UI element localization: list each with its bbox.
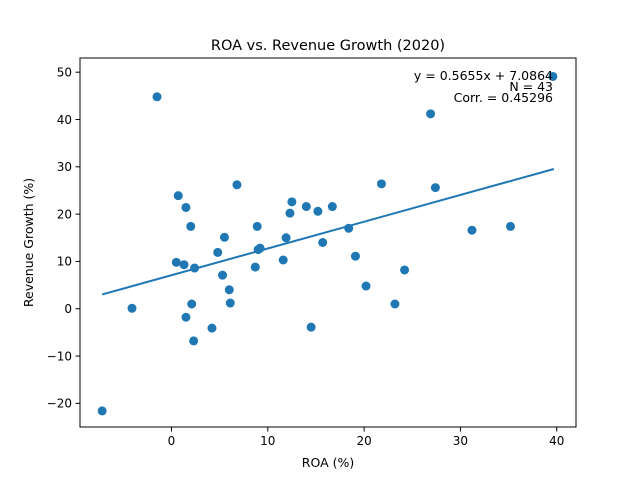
data-point	[252, 221, 262, 231]
data-point	[207, 323, 217, 333]
data-point	[278, 255, 288, 265]
data-point	[361, 281, 371, 291]
chart-title: ROA vs. Revenue Growth (2020)	[211, 38, 445, 54]
data-point	[344, 223, 354, 233]
y-axis-label: Revenue Growth (%)	[21, 178, 36, 307]
data-point	[173, 191, 183, 201]
regression-line	[101, 168, 555, 296]
y-tick-label: 40	[57, 113, 72, 127]
x-axis: 0 10 20 30 40	[168, 427, 564, 448]
y-tick-label: −20	[47, 397, 72, 411]
data-point	[187, 299, 197, 309]
data-point	[127, 303, 137, 313]
fit-annotation: Corr. = 0.45296	[454, 90, 553, 105]
data-point	[285, 208, 295, 218]
data-point	[376, 179, 386, 189]
data-point	[189, 336, 199, 346]
x-tick-label: 20	[356, 434, 371, 448]
data-point	[219, 232, 229, 242]
data-point	[190, 263, 200, 273]
data-point	[301, 202, 311, 212]
data-point	[171, 257, 181, 267]
data-point	[506, 221, 516, 231]
data-point	[218, 270, 228, 280]
y-tick-label: 30	[57, 160, 72, 174]
plot-marks	[97, 71, 558, 416]
y-tick-label: 0	[64, 302, 72, 316]
x-tick-label: 0	[168, 434, 176, 448]
data-point	[152, 92, 162, 102]
data-point	[179, 260, 189, 270]
data-point	[548, 71, 558, 81]
x-tick-label: 30	[453, 434, 468, 448]
data-point	[225, 298, 235, 308]
data-point	[186, 221, 196, 231]
x-tick-label: 10	[260, 434, 275, 448]
data-point	[327, 202, 337, 212]
y-axis: −20 −10 0 10 20 30 40 50	[47, 65, 80, 411]
data-point	[318, 238, 328, 247]
data-point	[313, 206, 323, 216]
data-point	[213, 247, 223, 257]
y-tick-label: 10	[57, 255, 72, 269]
data-point	[250, 262, 260, 272]
data-point	[430, 183, 440, 193]
data-point	[390, 299, 400, 309]
data-point	[224, 285, 234, 295]
data-point	[181, 312, 191, 322]
data-point	[181, 202, 191, 212]
data-point	[255, 243, 265, 253]
data-point	[287, 197, 297, 207]
y-tick-label: 50	[57, 65, 72, 79]
x-axis-label: ROA (%)	[302, 455, 354, 470]
x-tick-label: 40	[549, 434, 564, 448]
plot-frame	[79, 57, 577, 428]
fit-annotation: y = 0.5655x + 7.0864	[414, 68, 553, 83]
data-point	[306, 322, 316, 332]
data-point	[232, 180, 242, 190]
data-point	[350, 251, 360, 261]
data-point	[426, 109, 436, 119]
fit-annotation: N = 43	[509, 79, 553, 94]
data-point	[400, 265, 410, 275]
data-point	[281, 233, 291, 243]
data-point	[467, 225, 477, 235]
y-tick-label: 20	[57, 207, 72, 221]
y-tick-label: −10	[47, 349, 72, 363]
data-point	[97, 406, 107, 416]
